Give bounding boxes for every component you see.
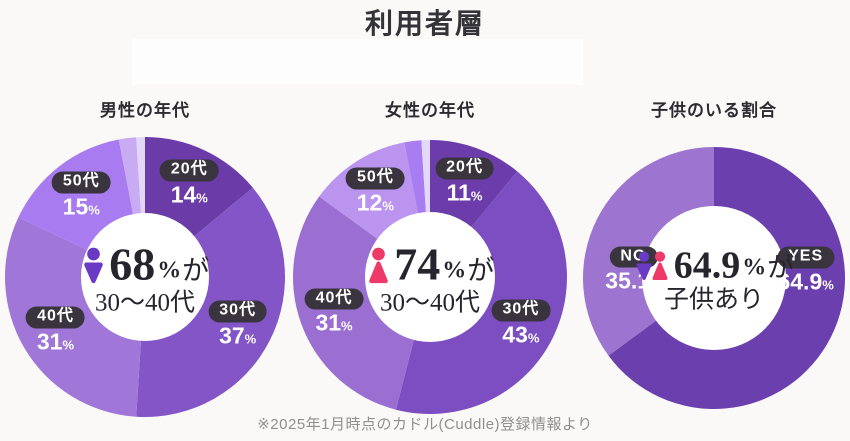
slice-label: 40代 31% — [26, 306, 85, 353]
page-title: 利用者層 — [364, 8, 485, 39]
center-headline: 64.9% が — [634, 244, 795, 287]
slice-value: 37% — [219, 322, 257, 349]
percent-sign: % — [470, 188, 483, 204]
slice-value: 12% — [356, 189, 394, 216]
slice-label-pill: NO — [609, 246, 658, 268]
slice-label-pill: YES — [777, 246, 835, 269]
source-footnote: ※2025年1月時点のカドル(Cuddle)登録情報より — [257, 416, 593, 433]
percent-sign: % — [382, 198, 394, 214]
female-person-icon — [369, 247, 388, 283]
percent-sign: % — [527, 330, 540, 346]
center-headline: 68% が — [81, 238, 210, 290]
slice-label-pill: 50代 — [345, 167, 405, 190]
center-number: 64.9 — [673, 244, 741, 287]
donut-hole — [365, 212, 495, 342]
slice-label: 50代 15% — [51, 171, 111, 220]
center-headline: 74% が — [366, 238, 495, 290]
slice-value: 14% — [170, 181, 208, 208]
percent-sign: % — [822, 277, 834, 293]
donut-hole — [81, 213, 209, 341]
slice-label-pill: 30代 — [491, 299, 551, 322]
percent-sign: % — [341, 318, 353, 334]
center-suffix: が — [467, 255, 495, 286]
center-icons — [366, 247, 391, 286]
pie-slice — [136, 187, 285, 418]
chart-title: 子供のいる割合 — [651, 101, 777, 120]
percent-sign: % — [244, 331, 257, 347]
center-suffix: が — [767, 252, 795, 283]
slice-value: 31% — [315, 309, 353, 336]
chart-title: 女性の年代 — [385, 101, 475, 120]
center-percent-sign: % — [157, 257, 182, 284]
slice-label-pill: 40代 — [26, 306, 85, 329]
slice-label: NO 35.1% — [605, 246, 662, 293]
slice-label: 30代 37% — [208, 300, 268, 349]
center-percent-sign: % — [442, 257, 467, 284]
slice-label: 30代 43% — [491, 299, 551, 348]
slice-label: 40代 31% — [304, 288, 364, 336]
slice-value: 64.9% — [777, 268, 834, 295]
male-person-icon — [84, 247, 103, 283]
donut-center-text: 64.9% が子供あり — [634, 244, 795, 314]
percent-sign: % — [196, 190, 208, 206]
slice-value: 43% — [502, 321, 540, 348]
center-icons — [634, 251, 671, 284]
donut-hole — [642, 206, 786, 350]
center-subline: 30〜40代 — [379, 289, 480, 317]
slice-label-pill: 20代 — [435, 157, 494, 180]
slice-label: YES 64.9% — [777, 246, 835, 295]
slice-value: 11% — [446, 179, 483, 206]
percent-sign: % — [88, 202, 100, 218]
slice-label: 20代 11% — [435, 157, 494, 206]
donut-center-text: 68% が 30〜40代 — [81, 238, 210, 317]
header-highlight-band — [132, 39, 583, 85]
percent-sign: % — [62, 337, 75, 353]
center-subline: 30〜40代 — [94, 289, 195, 317]
slice-label: 50代 12% — [345, 167, 405, 216]
slice-value: 31% — [36, 328, 75, 355]
center-number: 74 — [394, 238, 441, 290]
slice-value: 15% — [62, 193, 100, 220]
donut-center-text: 74% が 30〜40代 — [366, 238, 495, 317]
slice-label: 20代 14% — [159, 159, 219, 208]
center-suffix: が — [182, 255, 210, 286]
center-number: 68 — [109, 238, 156, 290]
slice-label-pill: 20代 — [159, 159, 219, 182]
male-person-icon — [636, 251, 652, 281]
slice-label-pill: 50代 — [51, 171, 111, 194]
chart-title: 男性の年代 — [100, 101, 190, 120]
slice-label-pill: 40代 — [304, 288, 364, 310]
center-icons — [81, 247, 106, 286]
center-subline: 子供あり — [663, 286, 764, 314]
center-percent-sign: % — [742, 254, 767, 281]
slice-label-pill: 30代 — [208, 300, 268, 323]
female-person-icon — [652, 251, 668, 281]
percent-sign: % — [650, 276, 662, 292]
